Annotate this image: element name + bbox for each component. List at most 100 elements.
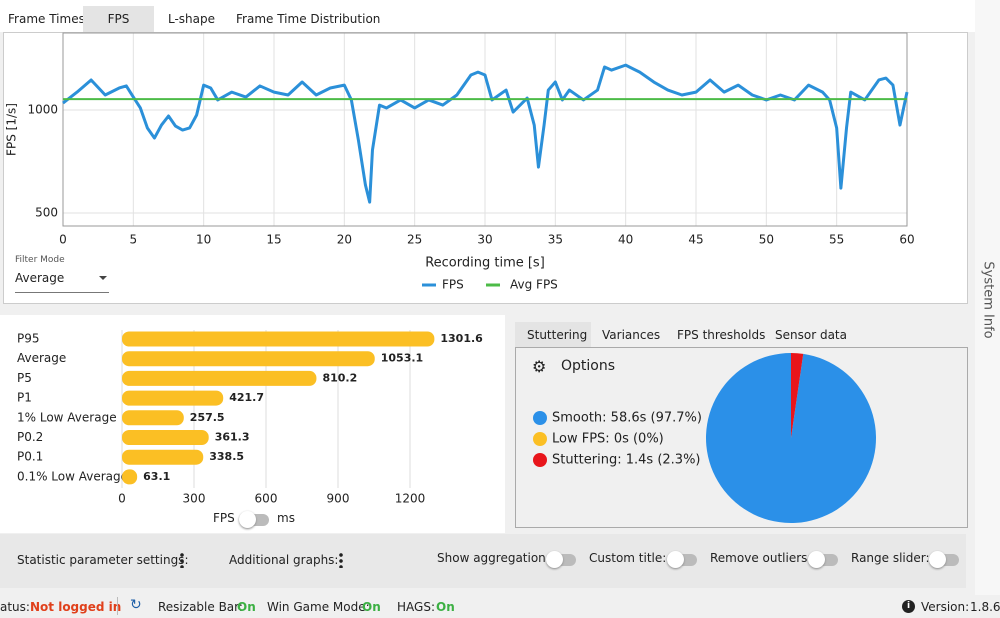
toggle[interactable] xyxy=(929,551,959,568)
pie-slice xyxy=(791,353,804,438)
legend-dot xyxy=(533,411,547,425)
login-status[interactable]: Not logged in xyxy=(30,600,122,614)
bar xyxy=(122,449,204,465)
tab-active[interactable]: FPS xyxy=(83,6,154,32)
tab[interactable]: L-shape xyxy=(168,12,216,26)
tab[interactable]: Stuttering xyxy=(527,328,588,342)
pie-slice xyxy=(706,353,877,523)
tab-bar xyxy=(0,0,975,32)
bar xyxy=(122,390,224,406)
status-value: On xyxy=(237,600,256,614)
toggle[interactable] xyxy=(546,551,576,568)
unit-label: FPS xyxy=(213,511,235,525)
value-label: 1301.6 xyxy=(440,332,483,345)
value-label: 63.1 xyxy=(143,470,170,483)
x-tick-label: 15 xyxy=(266,233,281,247)
bar xyxy=(122,430,209,445)
setting-label: Range slider: xyxy=(851,551,930,565)
tab-active-bg xyxy=(515,322,591,347)
options-label[interactable]: Options xyxy=(561,358,616,374)
tab[interactable]: Variances xyxy=(602,328,661,342)
status-value: On xyxy=(362,600,381,614)
x-tick-label: 1200 xyxy=(395,492,426,506)
tab[interactable]: Frame Time Distribution xyxy=(236,12,381,26)
status-label: HAGS: xyxy=(397,600,435,614)
legend-label: Low FPS: 0s (0%) xyxy=(552,432,664,447)
x-tick-label: 900 xyxy=(327,492,350,506)
tab[interactable]: Frame Times xyxy=(8,12,85,26)
x-tick-label: 45 xyxy=(688,233,703,247)
setting-label: Show aggregation: xyxy=(437,551,550,565)
category-label: P95 xyxy=(17,332,40,346)
filter-value: Average xyxy=(15,271,65,285)
x-axis-label: Recording time [s] xyxy=(425,256,545,271)
filter-label: Filter Mode xyxy=(15,255,65,265)
side-strip xyxy=(975,0,1000,595)
bar xyxy=(122,331,435,347)
plot-frame xyxy=(62,32,908,227)
filter-select[interactable]: Average xyxy=(15,271,109,293)
value-label: 810.2 xyxy=(322,371,357,384)
tab[interactable]: FPS thresholds xyxy=(677,328,766,342)
x-tick-label: 20 xyxy=(337,233,352,247)
menu-button[interactable] xyxy=(180,552,184,568)
category-label: 1% Low Average xyxy=(17,410,117,424)
info-icon[interactable]: i xyxy=(902,600,915,613)
bar xyxy=(122,370,317,386)
value-label: 1053.1 xyxy=(381,352,423,365)
tab[interactable]: Sensor data xyxy=(775,328,847,342)
category-label: Average xyxy=(17,351,66,365)
value-label: 257.5 xyxy=(190,411,225,424)
bar xyxy=(122,351,375,367)
setting-label: Custom title: xyxy=(589,551,667,565)
setting-label: Remove outliers: xyxy=(710,551,812,565)
setting-label: Statistic parameter settings: xyxy=(17,553,189,567)
x-tick-label: 50 xyxy=(759,233,774,247)
gear-icon[interactable]: ⚙ xyxy=(532,357,547,376)
x-tick-label: 40 xyxy=(618,233,633,247)
x-tick-label: 60 xyxy=(899,233,914,247)
x-tick-label: 25 xyxy=(407,233,422,247)
legend-label: FPS xyxy=(442,278,464,292)
x-tick-label: 30 xyxy=(477,233,492,247)
value-label: 421.7 xyxy=(229,391,264,404)
category-label: P0.1 xyxy=(17,450,43,464)
x-tick-label: 0 xyxy=(118,492,126,506)
menu-button[interactable] xyxy=(339,552,343,568)
unit-label: ms xyxy=(277,511,295,525)
x-tick-label: 600 xyxy=(255,492,278,506)
bar xyxy=(122,410,184,426)
separator xyxy=(117,597,118,615)
legend-dot xyxy=(533,453,547,467)
legend-label: Stuttering: 1.4s (2.3%) xyxy=(552,453,701,468)
x-tick-label: 10 xyxy=(196,233,211,247)
toggle[interactable] xyxy=(667,551,697,568)
toggle[interactable] xyxy=(808,551,838,568)
x-tick-label: 300 xyxy=(183,492,206,506)
y-axis-label: FPS [1/s] xyxy=(5,103,19,156)
value-label: 361.3 xyxy=(215,431,250,444)
legend-label: Smooth: 58.6s (97.7%) xyxy=(552,411,702,426)
status-label: Resizable Bar: xyxy=(158,600,243,614)
value-label: 338.5 xyxy=(209,450,244,463)
x-tick-label: 0 xyxy=(59,233,67,247)
x-tick-label: 35 xyxy=(548,233,563,247)
x-tick-label: 55 xyxy=(829,233,844,247)
bar xyxy=(122,469,138,485)
version-label: Version: xyxy=(921,600,970,614)
series-line xyxy=(62,63,909,204)
category-label: 0.1% Low Average xyxy=(17,469,128,483)
refresh-icon[interactable]: ↻ xyxy=(130,597,142,613)
category-label: P0.2 xyxy=(17,430,43,444)
legend-label: Avg FPS xyxy=(510,278,558,292)
status-value: On xyxy=(436,600,455,614)
settings-bar xyxy=(0,534,966,588)
status-label: Win Game Mode: xyxy=(267,600,370,614)
category-label: P5 xyxy=(17,371,32,385)
setting-label: Additional graphs: xyxy=(229,553,339,567)
category-label: P1 xyxy=(17,391,32,405)
unit-toggle[interactable] xyxy=(239,511,269,528)
x-tick-label: 5 xyxy=(130,233,138,247)
